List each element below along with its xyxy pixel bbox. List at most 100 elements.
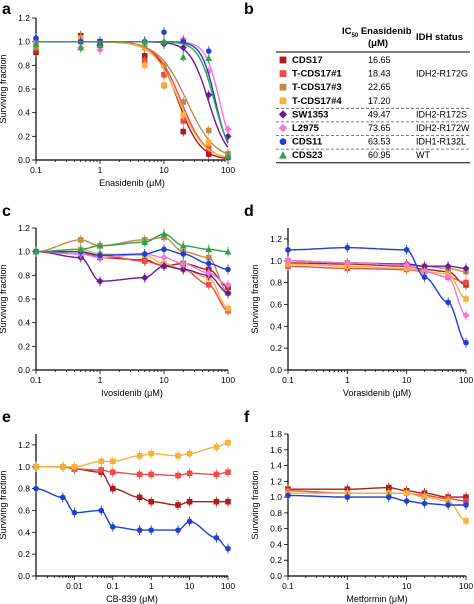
point-cds11 — [33, 35, 39, 41]
table-cell-ic50: 63.53 — [368, 137, 391, 147]
table-header-status: IDH status — [416, 32, 463, 43]
point-cds17 — [225, 498, 231, 505]
curve-cds23 — [35, 233, 229, 253]
point-cds17 — [205, 151, 212, 157]
x-tick-label: 100 — [221, 165, 235, 175]
point-cds23 — [205, 245, 213, 253]
table-cell-name: CDS17 — [292, 55, 323, 66]
y-tick-label: 0.2 — [270, 555, 282, 565]
table-cell-status: IDH2-R172S — [416, 109, 467, 119]
y-tick-label: 0.2 — [18, 549, 30, 559]
point-t-cds17-4 — [403, 490, 410, 496]
y-axis-label: Surviving fraction — [0, 54, 8, 123]
table-cell-ic50: 18.43 — [368, 69, 391, 79]
x-tick-label: 100 — [221, 581, 235, 591]
point-t-cds17-1 — [175, 472, 181, 479]
x-axis-label: CB-839 (μM) — [106, 594, 158, 604]
point-l2975 — [224, 125, 232, 133]
point-t-cds17-1 — [205, 145, 212, 151]
point-t-cds17-1 — [98, 467, 105, 473]
table-cell-name: T-CDS17#4 — [292, 96, 342, 107]
point-cds23 — [160, 38, 168, 45]
point-sw1353 — [444, 262, 452, 270]
table-marker-sw1353 — [278, 110, 288, 119]
y-tick-label: 1.2 — [18, 440, 30, 450]
point-t-cds17-4 — [175, 453, 181, 459]
table-cell-status: IDH1-R132L — [416, 137, 466, 147]
y-tick-label: 1.2 — [18, 13, 30, 23]
table-marker-cds23 — [279, 151, 287, 159]
point-cds23 — [96, 242, 104, 249]
point-t-cds17-4 — [186, 450, 193, 457]
x-tick-label: 10 — [402, 375, 412, 385]
point-cds23 — [77, 245, 85, 253]
point-cds17 — [136, 494, 143, 501]
point-cds23 — [224, 248, 232, 255]
y-tick-label: 0.8 — [18, 60, 30, 70]
y-tick-label: 0.6 — [18, 505, 30, 515]
point-sw1353 — [420, 262, 429, 270]
point-cds17 — [175, 502, 181, 508]
table-cell-ic50: 60.95 — [368, 150, 391, 160]
table-marker-cds11 — [279, 138, 287, 146]
y-tick-label: 0.8 — [18, 484, 30, 494]
y-tick-label: 1.8 — [270, 429, 282, 439]
point-t-cds17-1 — [205, 282, 212, 288]
table-header-unit: (μM) — [368, 38, 388, 49]
x-tick-label: 0.1 — [107, 581, 119, 591]
point-cds11 — [285, 492, 291, 499]
curve-t-cds17-3 — [35, 236, 229, 294]
curve-cds11 — [36, 248, 229, 271]
point-l2975 — [160, 253, 168, 262]
point-cds17 — [186, 498, 193, 505]
point-cds11 — [136, 527, 143, 533]
point-cds11 — [161, 246, 167, 253]
point-cds11 — [421, 274, 428, 280]
table-cell-status: IDH2-R172G — [416, 69, 468, 79]
y-tick-label: 0.8 — [270, 508, 282, 518]
point-cds11 — [205, 260, 212, 267]
point-t-cds17-4 — [98, 458, 105, 465]
table-marker-t-cds17-3 — [279, 83, 287, 91]
point-t-cds17-4 — [71, 463, 78, 470]
point-t-cds17-1 — [141, 258, 148, 264]
table-marker-l2975 — [278, 123, 288, 133]
point-sw1353 — [141, 274, 149, 282]
x-axis-label: Vorasidenib (μM) — [343, 388, 411, 398]
point-cds11 — [445, 502, 451, 508]
curve-cds17 — [288, 486, 466, 498]
point-cds23 — [160, 230, 168, 237]
curve-cds11 — [288, 494, 466, 506]
point-cds17 — [180, 128, 187, 135]
x-axis-label: Metformin (μM) — [346, 594, 407, 604]
y-tick-label: 0.0 — [270, 365, 282, 375]
point-cds23 — [205, 54, 213, 62]
point-t-cds17-1 — [148, 471, 154, 478]
point-t-cds17-4 — [213, 444, 220, 450]
chart-enasidenib: 0.1 1 10 100 0.0 0.2 0.4 0.6 0.8 1.0 1.2 Enasidenib… — [0, 13, 235, 188]
y-tick-label: 0.4 — [18, 527, 30, 537]
table-cell-name: L2975 — [292, 123, 320, 134]
x-tick-label: 1 — [149, 581, 154, 591]
curve-cds17 — [36, 41, 229, 160]
curve-cds23 — [36, 41, 229, 143]
x-tick-label: 1 — [98, 375, 103, 385]
point-cds11 — [285, 247, 291, 253]
panel-letter-a: a — [2, 1, 11, 18]
panel-letter-e: e — [2, 409, 11, 426]
curve-cds11 — [288, 247, 467, 344]
table-cell-ic50: 22.65 — [368, 82, 391, 92]
y-tick-label: 0.2 — [270, 343, 282, 353]
y-tick-label: 0.8 — [270, 278, 282, 288]
point-cds17 — [148, 498, 154, 505]
y-tick-label: 1.6 — [270, 445, 282, 455]
point-l2975 — [343, 259, 351, 267]
curve-t-cds17-4 — [287, 263, 467, 300]
table-cell-name: CDS11 — [292, 137, 323, 148]
x-tick-label: 0.01 — [66, 581, 83, 591]
point-cds11 — [225, 266, 231, 273]
chart-metformin: 0.1 1 10 100 0.0 0.2 0.4 0.6 0.8 1.0 1.2 1.4 1.6 1.8 M… — [250, 429, 473, 604]
y-tick-label: 0.6 — [270, 299, 282, 309]
x-tick-label: 0.1 — [30, 375, 42, 385]
